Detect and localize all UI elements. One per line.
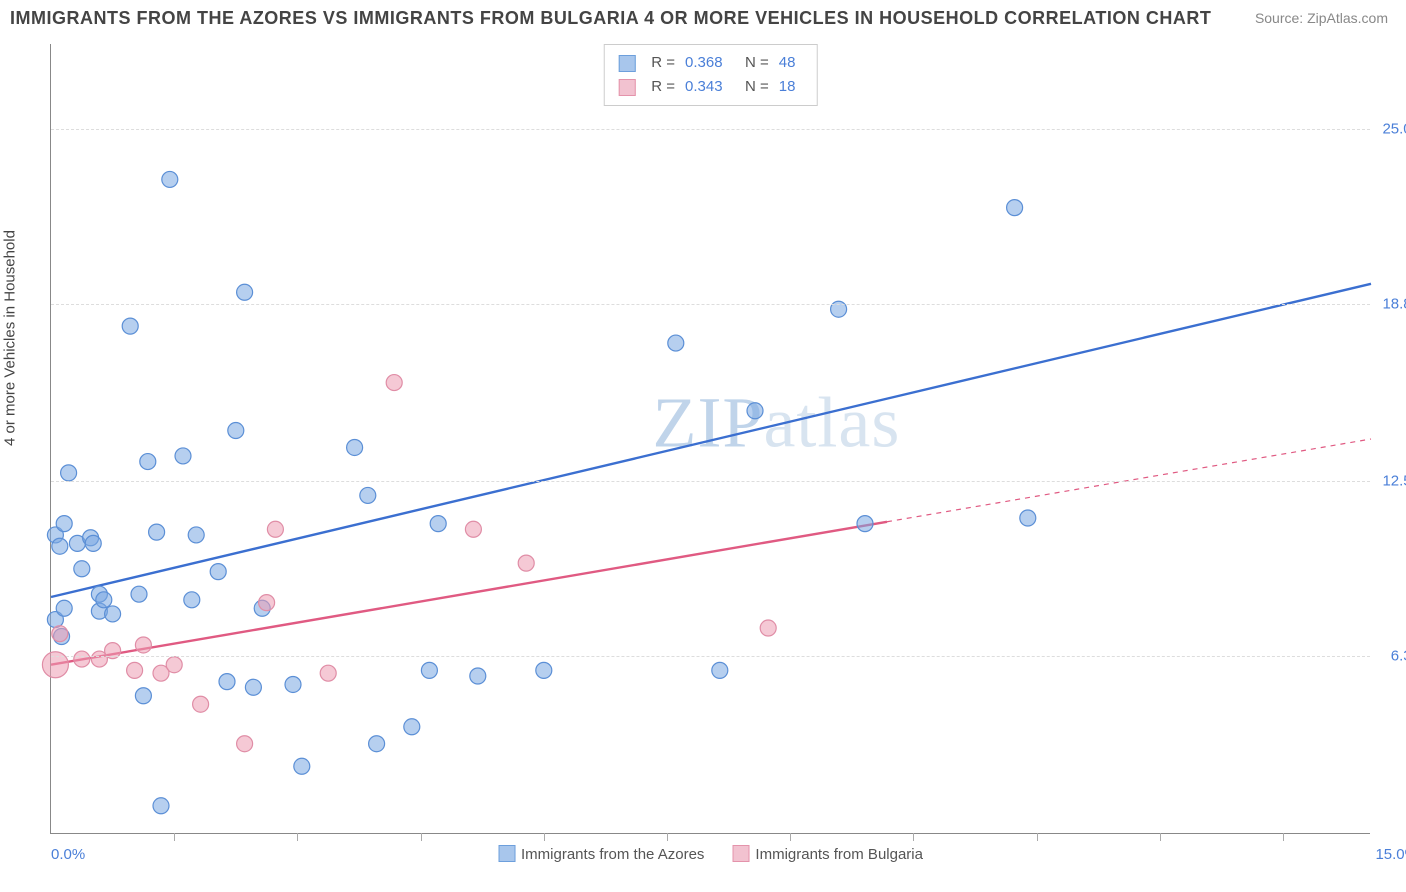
y-tick-label: 12.5% [1382,473,1406,490]
y-tick-label: 25.0% [1382,120,1406,137]
x-tick [297,833,298,841]
top-legend-row: R =0.343N =18 [618,75,803,99]
source-label: Source: ZipAtlas.com [1255,10,1388,26]
x-tick [174,833,175,841]
legend-label: Immigrants from the Azores [521,846,704,863]
y-tick-label: 18.8% [1382,295,1406,312]
top-legend: R =0.368N =48R =0.343N =18 [603,44,818,106]
y-axis-label: 4 or more Vehicles in Household [2,230,19,446]
legend-swatch [498,845,515,862]
x-axis-max-label: 15.0% [1375,846,1406,863]
plot-svg [51,44,1370,833]
x-tick [544,833,545,841]
x-tick [1037,833,1038,841]
bottom-legend: Immigrants from the Azores Immigrants fro… [498,845,923,863]
x-tick [421,833,422,841]
gridline [51,304,1370,305]
legend-label: Immigrants from Bulgaria [755,846,923,863]
legend-swatch [732,845,749,862]
gridline [51,129,1370,130]
gridline [51,481,1370,482]
x-tick [1283,833,1284,841]
gridline [51,656,1370,657]
plot-area: ZIPatlas Immigrants from the AzoresImmig… [50,44,1370,834]
x-tick [1160,833,1161,841]
x-axis-min-label: 0.0% [51,846,85,863]
x-tick [667,833,668,841]
y-tick-label: 6.3% [1391,648,1406,665]
chart-container: IMMIGRANTS FROM THE AZORES VS IMMIGRANTS… [0,0,1406,892]
x-tick [913,833,914,841]
top-legend-row: R =0.368N =48 [618,51,803,75]
x-tick [790,833,791,841]
legend-swatch [618,55,635,72]
legend-item: Immigrants from the Azores [498,845,704,863]
legend-item: Immigrants from Bulgaria [732,845,923,863]
chart-title: IMMIGRANTS FROM THE AZORES VS IMMIGRANTS… [10,8,1211,29]
legend-swatch [618,79,635,96]
